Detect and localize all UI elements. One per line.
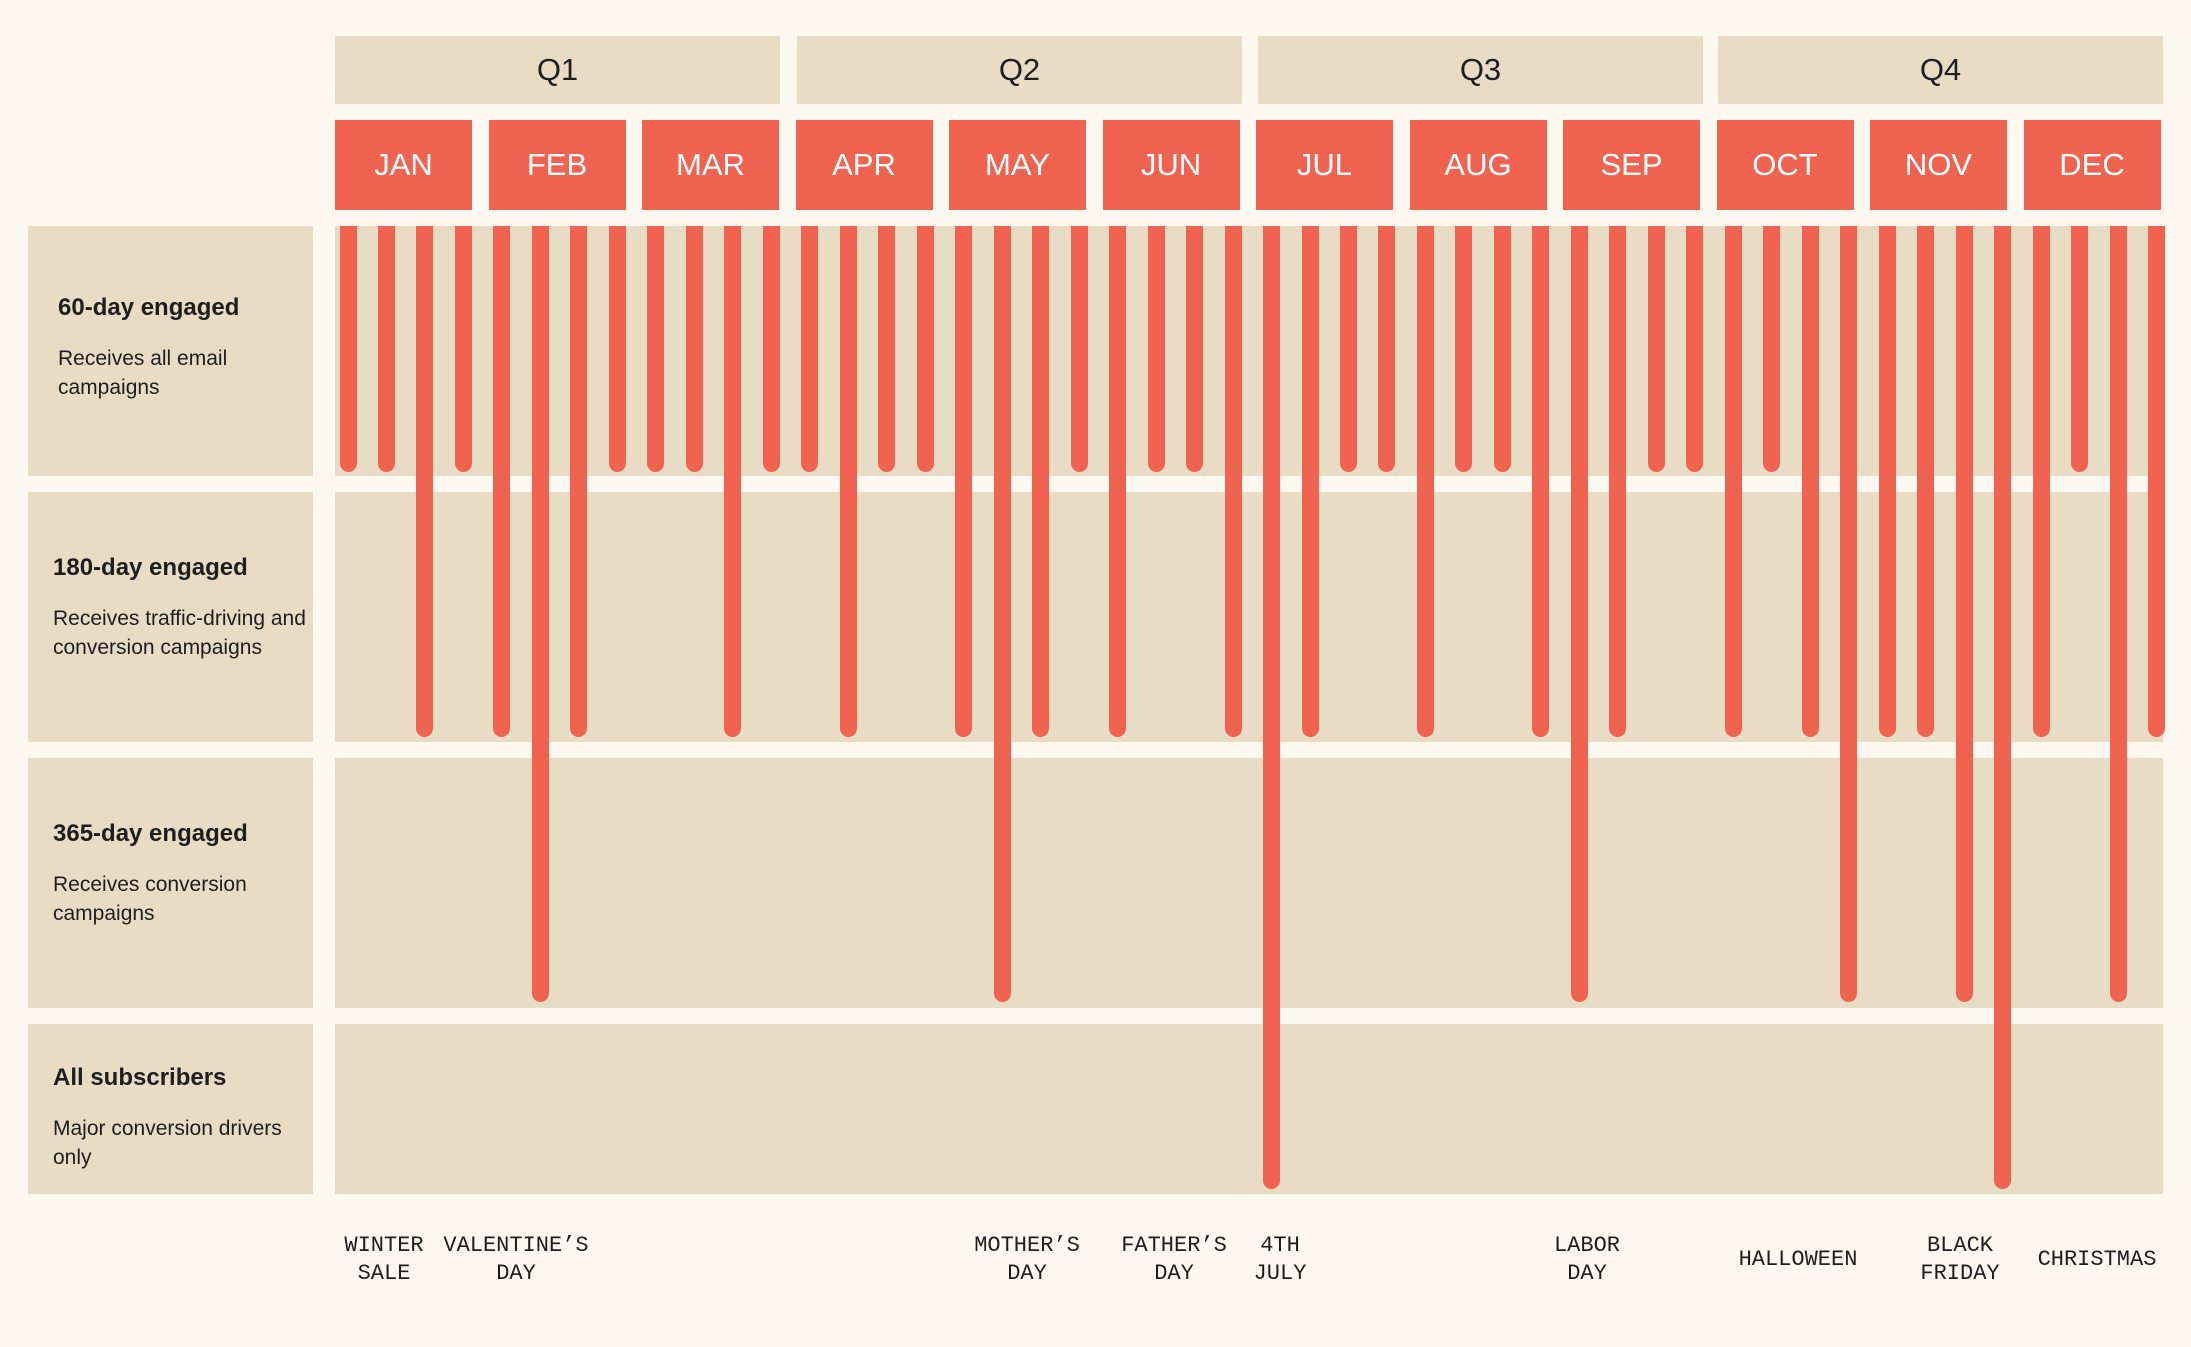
send-bar [1455,226,1473,472]
send-bar [1763,226,1781,472]
send-bar [1339,226,1357,472]
segment-description: Receives all email campaigns [58,347,228,399]
segment-row-band [335,1024,2163,1194]
month-header-sep: SEP [1563,120,1700,210]
send-bar [416,226,434,737]
event-label: BLACK FRIDAY [1920,1233,2000,1286]
event-label: 4TH JULY [1253,1233,1307,1286]
send-bar [1070,226,1088,472]
send-bar [531,226,549,1002]
send-bar [570,226,588,737]
send-bar [801,226,819,472]
quarter-header-q1: Q1 [335,36,780,104]
segment-title: All subscribers [53,1064,227,1091]
event-label: CHRISTMAS [2037,1247,2157,1272]
send-bar [1917,226,1935,737]
quarter-header-q4: Q4 [1718,36,2163,104]
send-bar [839,226,857,737]
send-bar [647,226,665,472]
quarter-header-q3: Q3 [1258,36,1703,104]
send-bar [724,226,742,737]
segment-description: Receives traffic-driving and conversion … [53,607,306,659]
segment-label: All subscribers Major conversion drivers … [28,1024,313,1194]
send-bar [1840,226,1858,1002]
month-header-nov: NOV [1870,120,2007,210]
send-bar [2109,226,2127,1002]
segment-description: Major conversion drivers only [53,1117,282,1169]
send-bar [1647,226,1665,472]
send-bar [685,226,703,472]
month-header-jan: JAN [335,120,472,210]
send-bar [454,226,472,472]
send-bar [608,226,626,472]
segment-row-band [335,226,2163,476]
month-header-jun: JUN [1102,120,1240,210]
segment-label: 180-day engaged Receives traffic-driving … [28,492,313,742]
send-bar [1301,226,1319,737]
segment-row-band [335,492,2163,742]
send-bar [1801,226,1819,737]
segment-title: 60-day engaged [58,294,240,321]
send-bar [1032,226,1050,737]
event-label: MOTHER’S DAY [974,1233,1080,1286]
send-bar [1724,226,1742,737]
send-bar [1878,226,1896,737]
send-bar [1994,226,2012,1189]
send-bar [1378,226,1396,472]
segment-title: 365-day engaged [53,820,248,847]
send-bar [1109,226,1127,737]
month-header-dec: DEC [2023,120,2161,210]
send-bar [377,226,395,472]
segment-label: 365-day engaged Receives conversion campa… [28,758,313,1008]
month-header-feb: FEB [488,120,626,210]
send-bar [1686,226,1704,472]
send-bar [1955,226,1973,1002]
quarter-header-q2: Q2 [797,36,1242,104]
send-bar [1186,226,1204,472]
send-bar [1416,226,1434,737]
month-header-mar: MAR [642,120,779,210]
send-bar [762,226,780,472]
month-header-aug: AUG [1409,120,1547,210]
send-bar [2148,226,2166,737]
send-bar [916,226,934,472]
segment-description: Receives conversion campaigns [53,873,247,925]
event-label: HALLOWEEN [1738,1247,1858,1272]
send-bar [1609,226,1627,737]
send-bar [493,226,511,737]
segment-title: 180-day engaged [53,554,248,581]
send-bar [2071,226,2089,472]
send-bar [1532,226,1550,737]
send-bar [955,226,973,737]
event-label: VALENTINE’S DAY [443,1233,589,1286]
month-header-oct: OCT [1716,120,1854,210]
month-header-apr: APR [795,120,933,210]
send-bar [339,226,357,472]
send-bar [1570,226,1588,1002]
event-label: LABOR DAY [1553,1233,1620,1286]
send-bar [993,226,1011,1002]
month-header-jul: JUL [1256,120,1393,210]
event-label: FATHER’S DAY [1121,1233,1227,1286]
send-bar [878,226,896,472]
send-bar [1147,226,1165,472]
segment-row-band [335,758,2163,1008]
month-header-may: MAY [949,120,1086,210]
segment-label: 60-day engaged Receives all email campaig… [28,226,313,476]
send-bar [2032,226,2050,737]
send-bar [1493,226,1511,472]
send-bar [1263,226,1281,1189]
event-label: WINTER SALE [344,1233,424,1286]
send-bar [1224,226,1242,737]
